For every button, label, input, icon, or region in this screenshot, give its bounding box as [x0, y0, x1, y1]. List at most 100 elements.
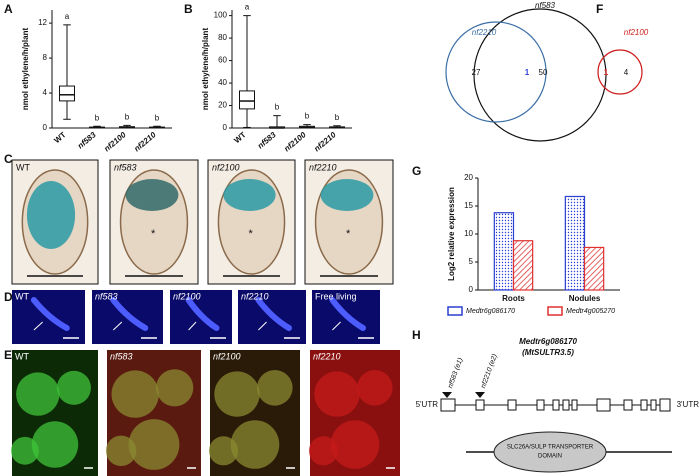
image-label: nf2210 [313, 351, 341, 361]
venn: nf2210 nf583 nf2100 27 1 50 1 4 [445, 1, 649, 142]
gus-stain [26, 181, 76, 249]
domain-label: SLC26A/SULP TRANSPORTER [507, 445, 594, 451]
image-label: nf2210 [309, 162, 337, 172]
mutation-arrow [442, 392, 485, 398]
cell [214, 371, 260, 417]
cell [156, 369, 194, 407]
image-label: nf2210 [241, 291, 269, 301]
x-tick-label: WT [52, 130, 67, 145]
y-tick-label: 10 [464, 229, 473, 238]
panel-label: B [184, 2, 193, 16]
cell [105, 435, 137, 467]
bar [583, 246, 605, 291]
bacteroid [110, 297, 149, 331]
bacteroid [30, 297, 70, 331]
panel-label: E [4, 348, 12, 362]
box [239, 90, 255, 110]
exon [475, 399, 485, 411]
protein-domain [493, 431, 607, 473]
y-tick-label: 40 [218, 78, 227, 87]
x-tick-label: Roots [502, 294, 525, 303]
significance-letter: b [125, 112, 130, 121]
panel-labels: A B C D E F G H [4, 2, 603, 362]
panel-label: A [4, 2, 13, 16]
cell [111, 370, 159, 418]
gene-diagram: Medtr6g086170 (MtSULTR3.5) 5'UTR 3'UTR n… [416, 337, 700, 473]
image-label: nf583 [110, 351, 133, 361]
panel-label: C [4, 152, 13, 166]
venn-circle [473, 8, 607, 142]
bacteroid [255, 297, 292, 331]
image-label: nf2100 [213, 351, 241, 361]
venn-count: 1 [604, 68, 609, 77]
box [59, 85, 75, 102]
arrow [332, 321, 341, 331]
bar [512, 240, 534, 291]
x-tick-label: nf2100 [282, 130, 308, 154]
y-tick-label: 5 [469, 257, 474, 266]
panel-label: G [412, 164, 421, 178]
bacteroid [329, 297, 366, 331]
cell [10, 436, 39, 465]
y-tick-label: 15 [464, 201, 473, 210]
y-tick-label: 0 [43, 123, 48, 132]
cell [128, 419, 180, 470]
venn-count: 50 [539, 68, 548, 77]
image-label: WT [15, 351, 29, 361]
arrow [188, 321, 197, 331]
cell [230, 420, 280, 469]
significance-letter: b [305, 112, 310, 121]
image-label: nf2100 [212, 162, 240, 172]
exons [440, 398, 671, 412]
utr-label: 3'UTR [677, 400, 700, 409]
bacteroid [185, 297, 220, 331]
x-tick-label: nf583 [256, 130, 278, 151]
cell [314, 371, 360, 417]
y-tick-label: 20 [464, 173, 473, 182]
exon [659, 398, 671, 412]
y-tick-label: 8 [43, 53, 48, 62]
utr-label: 5'UTR [416, 400, 439, 409]
image-label: WT [15, 291, 29, 301]
legend-swatch [547, 306, 563, 316]
image-label: WT [16, 162, 30, 172]
image-label: Free living [315, 291, 357, 301]
y-tick-label: 20 [218, 101, 227, 110]
exon [650, 399, 657, 411]
legend-label: Medtr4g005270 [566, 308, 615, 315]
gene-subtitle: (MtSULTR3.5) [522, 348, 574, 357]
y-tick-label: 80 [218, 33, 227, 42]
gus-stain [320, 179, 374, 211]
gene-title: Medtr6g086170 [519, 337, 577, 346]
significance-letter: b [275, 103, 280, 112]
exon [536, 399, 545, 411]
venn-circle [597, 49, 643, 95]
panel-label: F [596, 2, 603, 16]
cell [16, 372, 60, 416]
legend-swatch [447, 306, 463, 316]
venn-circle [445, 21, 547, 123]
y-tick-label: 100 [214, 11, 228, 20]
y-axis-label: nmol ethylene/h/plant [201, 28, 210, 111]
venn-count: 4 [624, 68, 629, 77]
arrow [33, 321, 43, 331]
y-tick-label: 0 [469, 285, 474, 294]
y-axis-label: nmol ethylene/h/plant [21, 28, 30, 111]
x-tick-label: Nodules [569, 294, 601, 303]
exon [623, 399, 633, 411]
image-label: nf583 [95, 291, 118, 301]
venn-label: nf2100 [624, 28, 649, 37]
asterisk: * [346, 228, 351, 240]
y-tick-label: 12 [38, 18, 47, 27]
legend-label: Medtr6g086170 [466, 308, 515, 315]
x-tick-label: WT [232, 130, 247, 145]
exon [571, 399, 578, 411]
significance-letter: a [245, 3, 250, 12]
exon [440, 398, 456, 412]
cell [31, 421, 79, 468]
significance-letter: b [95, 113, 100, 122]
bar [564, 195, 586, 291]
significance-letter: b [335, 113, 340, 122]
arrow [258, 321, 267, 331]
